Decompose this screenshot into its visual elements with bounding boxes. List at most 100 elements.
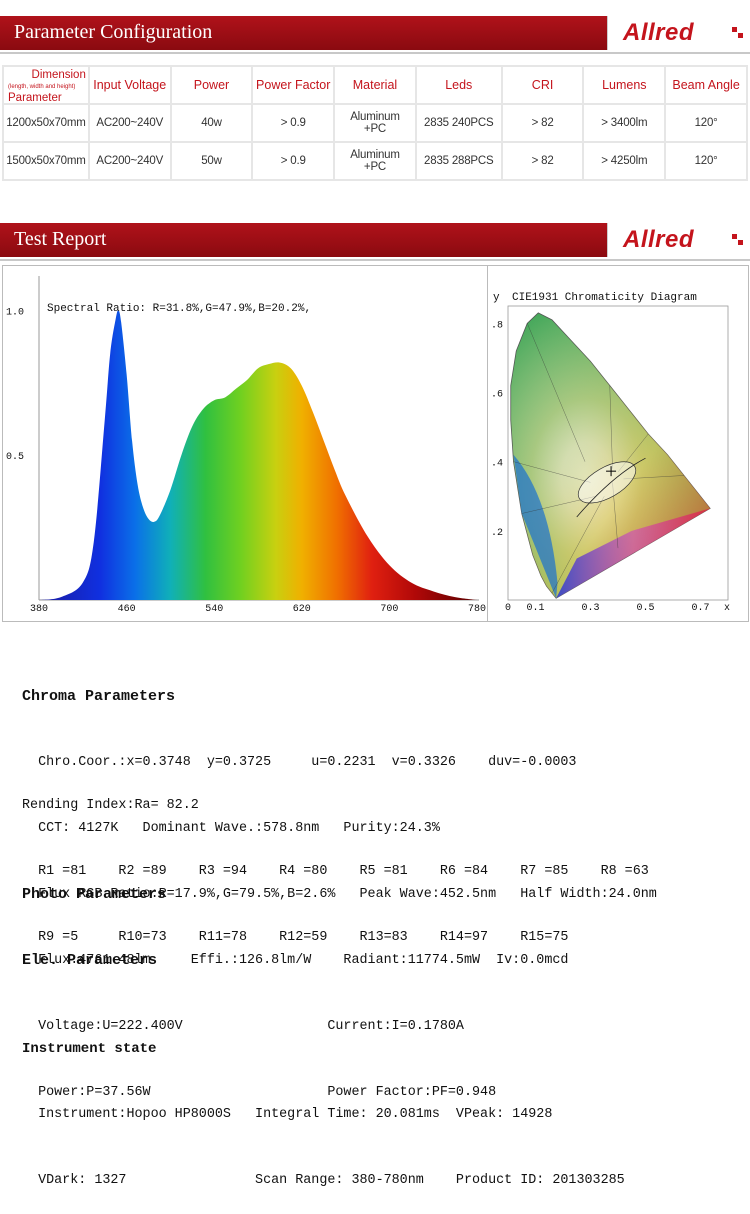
brand-logo: Allred: [607, 223, 750, 257]
x-tick-label: 0.1: [526, 603, 544, 614]
x-tick-label: 620: [293, 604, 311, 615]
cell-leds: 2835 240PCS: [416, 105, 501, 141]
y-tick-label: .4: [491, 459, 503, 470]
cell-power: 50w: [171, 143, 252, 179]
parameter-table: Dimension (length, width and height) Par…: [2, 65, 748, 181]
logo-text: Allred: [623, 226, 695, 253]
instrument-line: VDark: 1327 Scan Range: 380-780nm Produc…: [22, 1173, 625, 1188]
chroma-line: Chro.Coor.:x=0.3748 y=0.3725 u=0.2231 v=…: [22, 755, 577, 770]
report-rending: Rending Index:Ra= 82.2 R1 =81 R2 =89 R3 …: [22, 751, 649, 971]
y-tick-label: .2: [491, 528, 503, 539]
ele-line: Power:P=37.56W Power Factor:PF=0.948: [22, 1085, 497, 1100]
x-tick-label: 0.3: [581, 603, 599, 614]
y-tick-label: 0.5: [6, 452, 24, 463]
y-tick-label: .8: [491, 320, 503, 331]
report-photo: Photo Parameters Flux:4761.48lm Effi.:12…: [22, 840, 568, 994]
brand-logo: Allred: [607, 16, 750, 50]
region-divider: [609, 385, 613, 469]
cell-lumens: > 4250lm: [584, 143, 665, 179]
spectrum-panel: 380 460 540 620 700 780 1.0 0.5 Spectral Ratio:…: [2, 265, 488, 622]
header-leds: Leds: [416, 67, 501, 103]
dimension-sub-label: (length, width and height): [8, 84, 76, 90]
spectral-ratio-label: Spectral Ratio: R=31.8%,G=47.9%,B=20.2%,: [47, 303, 311, 315]
x-tick-label: 460: [118, 604, 136, 615]
dimension-label: Dimension: [31, 69, 86, 81]
instrument-heading: Instrument state: [22, 1041, 157, 1057]
header-power-factor: Power Factor: [253, 67, 334, 103]
white-region-ellipse: [577, 461, 637, 504]
parameter-label: Parameter: [8, 92, 62, 104]
x-tick-label: 0.5: [636, 603, 654, 614]
section-title: Parameter Configuration: [14, 21, 213, 43]
logo-text: Allred: [623, 19, 695, 46]
material-line1: Aluminum: [350, 149, 400, 161]
cell-beam: 120°: [666, 143, 746, 179]
region-divider: [551, 496, 605, 594]
region-divider: [513, 461, 591, 483]
cell-beam: 120°: [666, 105, 746, 141]
chroma-line: CCT: 4127K Dominant Wave.:578.8nm Purity…: [22, 821, 440, 836]
x-tick-label: 780: [468, 604, 486, 615]
table-row: 1500x50x70mm AC200~240V 50w > 0.9 Alumin…: [4, 143, 746, 179]
x-tick-label: 0.7: [691, 603, 709, 614]
x-tick-label: 380: [30, 604, 48, 615]
header-beam-angle: Beam Angle: [666, 67, 746, 103]
cell-dimension: 1500x50x70mm: [4, 143, 88, 179]
y-axis-label: y: [493, 292, 500, 304]
photo-heading: Photo Parameters: [22, 886, 167, 903]
header-material: Material: [335, 67, 415, 103]
x-axis-label: x: [724, 603, 730, 614]
dimension-parameter-header: Dimension (length, width and height) Par…: [4, 67, 88, 104]
ele-heading: Ele. Parameters: [22, 952, 158, 969]
table-header-row: Dimension (length, width and height) Par…: [4, 67, 746, 104]
logo-squares-icon: [732, 27, 744, 39]
cell-dimension: 1200x50x70mm: [4, 105, 88, 141]
blue-region: [513, 454, 558, 599]
ele-line: Voltage:U=222.400V Current:I=0.1780A: [22, 1019, 464, 1034]
region-divider: [527, 323, 586, 462]
header-input-voltage: Input Voltage: [89, 67, 170, 103]
x-tick-label: 540: [205, 604, 223, 615]
material-line1: Aluminum: [350, 111, 400, 123]
cell-pf: > 0.9: [253, 105, 334, 141]
cie-title: CIE1931 Chromaticity Diagram: [512, 292, 697, 304]
spectrum-curve: [39, 310, 477, 600]
cell-material: Aluminum +PC: [335, 105, 415, 141]
cell-cri: > 82: [502, 143, 583, 179]
report-chroma: Chroma Parameters Chro.Coor.:x=0.3748 y=…: [22, 642, 657, 928]
material-line2: +PC: [363, 123, 387, 135]
x-tick-label: 0: [505, 603, 511, 614]
report-instrument: Instrument state Instrument:Hopoo HP8000…: [22, 994, 625, 1214]
y-tick-label: 1.0: [6, 307, 24, 318]
cie-panel: y CIE1931 Chromaticity Diagram 0 0.1 0.3 0.…: [487, 265, 749, 622]
cell-power: 40w: [171, 105, 252, 141]
x-tick-label: 700: [380, 604, 398, 615]
cell-voltage: AC200~240V: [89, 105, 170, 141]
cell-voltage: AC200~240V: [89, 143, 170, 179]
ra-line: R9 =5 R10=73 R11=78 R12=59 R13=83 R14=97…: [22, 930, 569, 945]
instrument-line: Instrument:Hopoo HP8000S Integral Time: …: [22, 1107, 553, 1122]
planckian-locus: [576, 457, 646, 518]
logo-squares-icon: [732, 234, 744, 246]
report-ele: Ele. Parameters Voltage:U=222.400V Curre…: [22, 906, 496, 1126]
cell-material: Aluminum +PC: [335, 143, 415, 179]
ra-heading: Rending Index:Ra= 82.2: [22, 798, 199, 813]
spectrum-chart: 380 460 540 620 700 780 1.0 0.5 Spectral Ratio:…: [6, 276, 486, 615]
header-power: Power: [171, 67, 252, 103]
header-cri: CRI: [502, 67, 583, 103]
section-title: Test Report: [14, 228, 107, 250]
ra-line: R1 =81 R2 =89 R3 =94 R4 =80 R5 =81 R6 =8…: [22, 864, 649, 879]
table-row: 1200x50x70mm AC200~240V 40w > 0.9 Alumin…: [4, 105, 746, 141]
y-tick-label: .6: [491, 389, 503, 400]
chroma-heading: Chroma Parameters: [22, 688, 176, 705]
cie-chromaticity-chart: y CIE1931 Chromaticity Diagram 0 0.1 0.3 0.…: [491, 292, 730, 614]
parameter-configuration-banner: Parameter Configuration Allred: [0, 16, 750, 50]
cell-pf: > 0.9: [253, 143, 334, 179]
cell-cri: > 82: [502, 105, 583, 141]
test-report-banner: Test Report Allred: [0, 223, 750, 257]
divider: [0, 259, 750, 261]
divider: [0, 52, 750, 54]
chroma-line: Flux RGB Ratio:R=17.9%,G=79.5%,B=2.6% Pe…: [22, 887, 657, 902]
cell-lumens: > 3400lm: [584, 105, 665, 141]
photo-line: Flux:4761.48lm Effi.:126.8lm/W Radiant:1…: [22, 953, 569, 968]
